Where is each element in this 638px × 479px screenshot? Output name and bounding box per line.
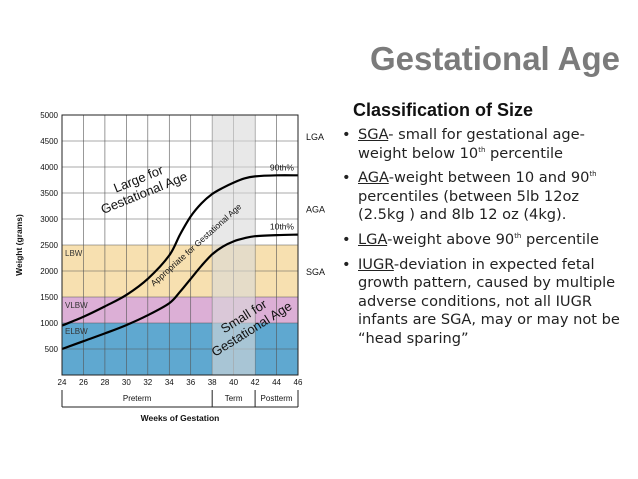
bullet-item: SGA- small for gestational age-weight be… (338, 126, 630, 163)
bullet-item: AGA-weight between 10 and 90th percentil… (338, 169, 630, 225)
y-tick-label: 1500 (40, 293, 58, 302)
x-tick-label: 26 (79, 378, 88, 387)
percentile-curves (61, 174, 299, 351)
y-tick-label: 2500 (40, 241, 58, 250)
bullet-text: -deviation in expected fetal growth patt… (358, 255, 620, 347)
weight-band-vlbw (62, 297, 298, 323)
x-tick-label: 28 (100, 378, 109, 387)
bullet-text: percentiles (between 5lb 12oz (2.5kg ) a… (358, 187, 580, 224)
x-tick-label: 40 (229, 378, 238, 387)
curve-90th (61, 174, 299, 327)
term-band-rect (212, 115, 256, 375)
bullet-sup: th (514, 232, 522, 241)
y-tick-label: 3500 (40, 189, 58, 198)
y-axis-title: Weight (grams) (14, 214, 24, 276)
bullet-term: AGA (358, 169, 389, 187)
bullet-list: SGA- small for gestational age-weight be… (338, 126, 630, 349)
period-label: Preterm (123, 394, 152, 403)
subtitle: Classification of Size (353, 100, 534, 120)
side-label: LGA (306, 132, 324, 142)
bullet-text: - small for gestational age-weight below… (358, 126, 585, 162)
x-tick-label: 24 (58, 378, 67, 387)
growth-chart: 500 1000 1500 2000 2500 3000 3500 4000 4500 5000 2… (14, 111, 325, 423)
side-label: AGA (306, 205, 325, 215)
bullet-term: IUGR (358, 255, 394, 273)
x-tick-label: 32 (143, 378, 152, 387)
curve-label: 10th% (270, 222, 295, 232)
bullet-text: -weight above 90 (387, 230, 515, 248)
x-tick-label: 36 (186, 378, 195, 387)
period-label: Term (225, 394, 243, 403)
bullet-sup: th (478, 145, 486, 154)
x-axis-title: Weeks of Gestation (141, 413, 220, 423)
bullet-sup: th (589, 170, 597, 179)
curve-label: 90th% (270, 162, 295, 172)
bullet-term: SGA (358, 126, 389, 143)
x-tick-label: 34 (165, 378, 174, 387)
y-tick-label: 4000 (40, 163, 58, 172)
bullet-item: IUGR-deviation in expected fetal growth … (338, 256, 630, 349)
plot-frame (61, 114, 299, 376)
y-tick-label: 2000 (40, 267, 58, 276)
slide-title: Gestational Age (370, 40, 620, 77)
band-label: ELBW (65, 327, 88, 336)
band-label: LBW (65, 249, 83, 258)
y-tick-label: 5000 (40, 111, 58, 120)
bullet-term: LGA (358, 230, 388, 248)
bullet-text: -weight between 10 and 90 (388, 169, 590, 187)
bullet-text: percentile (521, 230, 599, 248)
x-tick-label: 46 (294, 378, 303, 387)
y-tick-label: 500 (45, 345, 59, 354)
curve-10th (61, 233, 299, 351)
y-tick-label: 4500 (40, 137, 58, 146)
bullet-text: percentile (485, 144, 564, 162)
period-label: Postterm (261, 394, 293, 403)
x-tick-label: 38 (208, 378, 217, 387)
x-tick-label: 44 (272, 378, 281, 387)
bullet-item: LGA-weight above 90th percentile (338, 231, 630, 250)
band-label: VLBW (65, 301, 88, 310)
x-tick-label: 42 (251, 378, 260, 387)
y-tick-label: 1000 (40, 319, 58, 328)
x-tick-label: 30 (122, 378, 131, 387)
term-band (212, 115, 256, 375)
bullet-panel: Classification of Size SGA- small for ge… (338, 96, 630, 355)
side-label: SGA (306, 267, 325, 277)
y-tick-label: 3000 (40, 215, 58, 224)
axes: 500 1000 1500 2000 2500 3000 3500 4000 4500 5000 2… (14, 111, 303, 423)
